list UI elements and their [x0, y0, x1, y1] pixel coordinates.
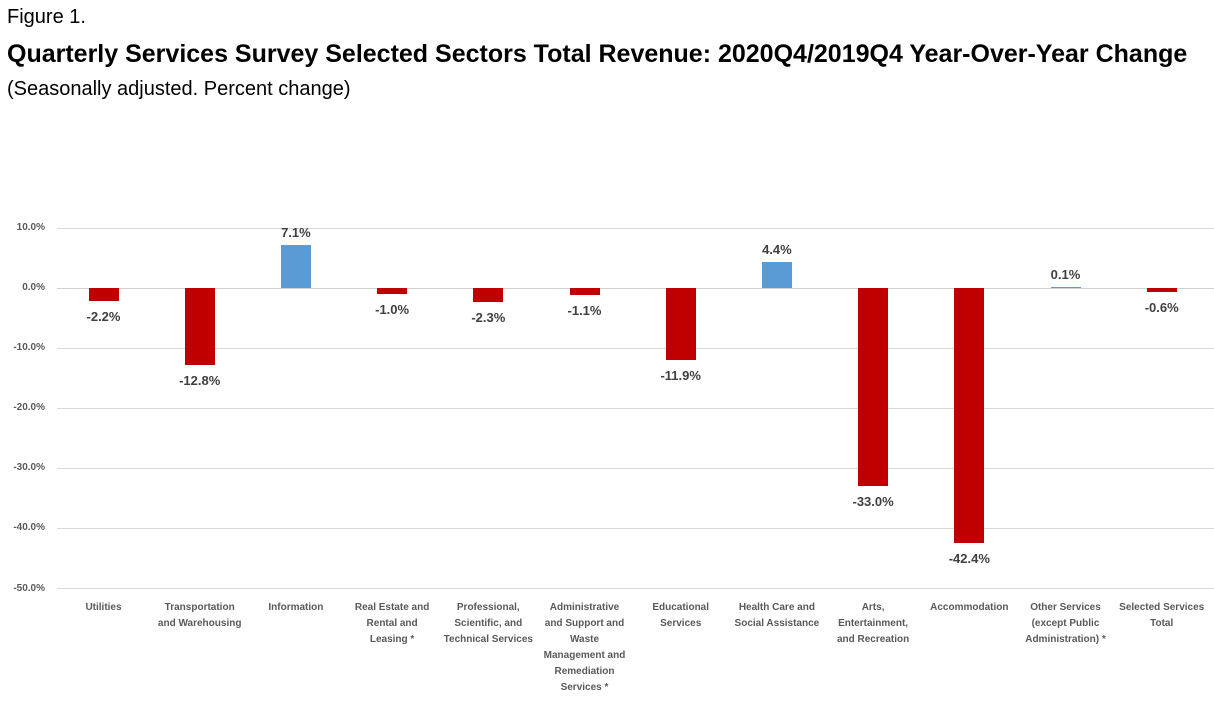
- gridline: [57, 287, 1214, 289]
- data-label: -12.8%: [179, 372, 221, 388]
- bar: [1050, 287, 1081, 289]
- data-label: 4.4%: [762, 241, 792, 257]
- x-axis-label: Accommodation: [930, 602, 1009, 613]
- y-axis-label: -40.0%: [13, 522, 45, 534]
- bar: [665, 288, 696, 360]
- bar: [569, 288, 600, 295]
- bar: [473, 288, 504, 302]
- bar: [88, 288, 119, 302]
- bar: [1146, 288, 1177, 292]
- x-axis-label: Administrative and Support and Waste Man…: [543, 602, 626, 693]
- bar: [377, 288, 408, 295]
- y-axis-label: 0.0%: [22, 282, 45, 294]
- y-axis-label: -50.0%: [13, 582, 45, 594]
- gridline: [57, 347, 1214, 349]
- chart-subtitle: (Seasonally adjusted. Percent change): [7, 78, 351, 100]
- bar: [184, 288, 215, 365]
- gridline: [57, 407, 1214, 409]
- chart-title: Quarterly Services Survey Selected Secto…: [7, 40, 1188, 68]
- data-label: -1.0%: [375, 302, 410, 318]
- x-axis-label: Utilities: [85, 602, 122, 613]
- gridline: [57, 527, 1214, 529]
- y-axis-label: -30.0%: [13, 462, 45, 474]
- x-axis-label: Health Care and Social Assistance: [734, 602, 820, 629]
- figure-label: Figure 1.: [7, 6, 86, 28]
- gridline: [57, 227, 1214, 229]
- x-axis-label: Professional, Scientific, and Technical …: [443, 602, 533, 645]
- x-axis-label: Selected Services Total: [1119, 602, 1205, 629]
- data-label: 0.1%: [1050, 267, 1081, 283]
- bar: [954, 288, 985, 543]
- chart-header: Figure 1. Quarterly Services Survey Sele…: [7, 4, 1202, 101]
- gridline: [57, 467, 1214, 469]
- data-label: -42.4%: [948, 550, 990, 566]
- data-label: -1.1%: [567, 302, 602, 318]
- gridline: [57, 588, 1214, 589]
- data-label: -33.0%: [852, 494, 894, 510]
- x-axis-label: Educational Services: [652, 602, 710, 629]
- x-axis-label: Information: [268, 602, 324, 613]
- bar: [858, 288, 889, 487]
- y-axis-label: -20.0%: [13, 402, 45, 414]
- y-axis-label: 10.0%: [16, 222, 45, 233]
- x-axis-label: Real Estate and Rental and Leasing *: [354, 602, 430, 645]
- data-label: -0.6%: [1144, 299, 1179, 315]
- bar: [761, 261, 792, 289]
- data-label: -2.3%: [471, 309, 506, 325]
- x-axis-label: Arts, Entertainment, and Recreation: [836, 602, 910, 645]
- x-axis-label: Transportation and Warehousing: [157, 602, 242, 629]
- x-axis-label: Other Services (except Public Administra…: [1025, 602, 1106, 645]
- data-label: -2.2%: [86, 309, 121, 325]
- data-label: 7.1%: [281, 225, 311, 241]
- bar: [280, 245, 311, 289]
- y-axis-label: -10.0%: [13, 342, 45, 354]
- data-label: -11.9%: [660, 367, 701, 383]
